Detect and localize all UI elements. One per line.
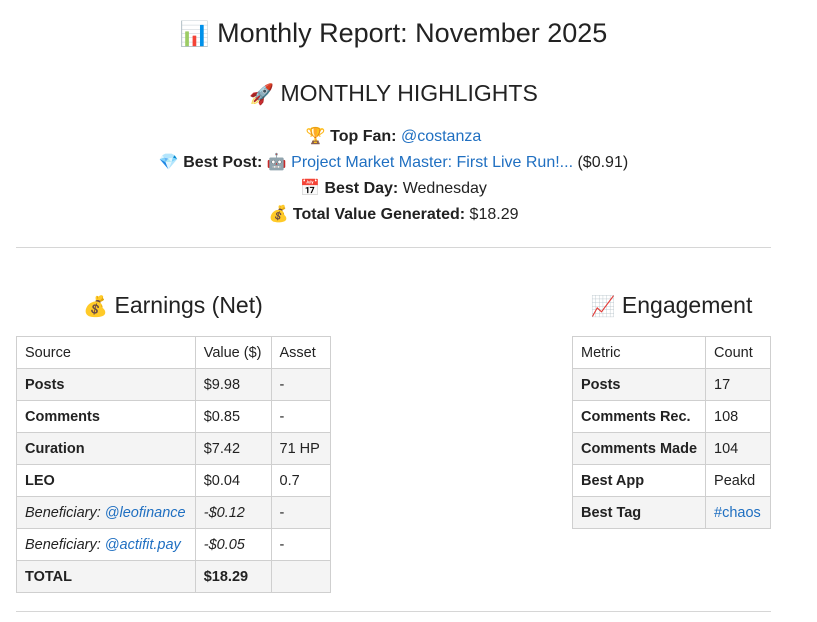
trend-up-icon: 📈 — [590, 294, 616, 318]
beneficiary-prefix: Beneficiary: — [25, 504, 105, 521]
metric-cell: Best Tag — [571, 496, 707, 529]
value-cell: $18.29 — [194, 560, 272, 593]
table-row-total: TOTAL $18.29 — [16, 560, 331, 593]
best-tag-link[interactable]: #chaos — [714, 504, 761, 521]
count-cell: 108 — [705, 400, 771, 433]
asset-cell: - — [270, 368, 331, 401]
divider-top — [16, 247, 771, 248]
beneficiary-link[interactable]: @leofinance — [104, 504, 186, 521]
metric-cell: Comments Rec. — [571, 400, 707, 433]
bar-chart-icon: 📊 — [179, 20, 210, 48]
earnings-title-text: Earnings (Net) — [114, 292, 263, 318]
count-cell: #chaos — [705, 496, 771, 529]
value-cell: $0.85 — [194, 400, 272, 433]
money-bag-icon: 💰 — [268, 204, 289, 223]
engagement-table: Metric Count Posts 17 Comments Rec. 108 … — [571, 336, 771, 529]
table-row: Comments Rec. 108 — [571, 400, 771, 433]
value-cell: -$0.05 — [194, 528, 272, 561]
source-cell: Posts — [16, 368, 196, 401]
top-fan-label: Top Fan: — [330, 128, 397, 145]
table-row: Posts 17 — [571, 368, 771, 401]
best-day-value: Wednesday — [402, 180, 487, 197]
best-post-link[interactable]: Project Market Master: First Live Run!..… — [291, 154, 574, 171]
value-cell: -$0.12 — [194, 496, 272, 529]
money-bag-icon: 💰 — [83, 294, 109, 318]
table-row: Best Tag #chaos — [571, 496, 771, 529]
table-row: Posts $9.98 - — [16, 368, 331, 401]
page-title-text: Monthly Report: November 2025 — [217, 18, 608, 48]
column-header: Source — [16, 336, 196, 369]
table-row: Best App Peakd — [571, 464, 771, 497]
earnings-header-row: Source Value ($) Asset — [16, 336, 331, 369]
gem-icon: 💎 — [158, 152, 179, 171]
highlights-heading-text: MONTHLY HIGHLIGHTS — [280, 80, 538, 106]
table-row: Beneficiary: @leofinance -$0.12 - — [16, 496, 331, 529]
earnings-table: Source Value ($) Asset Posts $9.98 - Com… — [16, 336, 331, 593]
table-row: LEO $0.04 0.7 — [16, 464, 331, 497]
source-cell: Curation — [16, 432, 196, 465]
count-cell: 17 — [705, 368, 771, 401]
metric-cell: Posts — [571, 368, 707, 401]
highlights-heading: 🚀 MONTHLY HIGHLIGHTS — [0, 80, 787, 107]
asset-cell: - — [270, 528, 331, 561]
beneficiary-prefix: Beneficiary: — [25, 536, 105, 553]
best-post-label: Best Post: — [183, 154, 263, 171]
table-row: Curation $7.42 71 HP — [16, 432, 331, 465]
table-row: Comments Made 104 — [571, 432, 771, 465]
divider-bottom — [16, 611, 771, 612]
robot-icon: 🤖 — [266, 152, 287, 171]
asset-cell: - — [270, 496, 331, 529]
highlight-total-value: 💰 Total Value Generated: $18.29 — [0, 204, 787, 224]
value-cell: $0.04 — [194, 464, 272, 497]
highlight-best-day: 📅 Best Day: Wednesday — [0, 178, 787, 198]
source-cell: TOTAL — [16, 560, 196, 593]
beneficiary-link[interactable]: @actifit.pay — [104, 536, 181, 553]
calendar-icon: 📅 — [300, 178, 320, 197]
engagement-title: 📈 Engagement — [572, 292, 771, 319]
best-day-label: Best Day: — [324, 180, 399, 197]
count-cell: 104 — [705, 432, 771, 465]
column-header: Count — [705, 336, 771, 369]
table-row: Comments $0.85 - — [16, 400, 331, 433]
value-cell: $7.42 — [194, 432, 272, 465]
asset-cell: 71 HP — [270, 432, 331, 465]
source-cell: Beneficiary: @leofinance — [16, 496, 196, 529]
metric-cell: Best App — [571, 464, 707, 497]
best-post-value: ($0.91) — [577, 154, 629, 171]
engagement-header-row: Metric Count — [571, 336, 771, 369]
source-cell: Beneficiary: @actifit.pay — [16, 528, 196, 561]
engagement-title-text: Engagement — [621, 292, 753, 318]
column-header: Asset — [270, 336, 331, 369]
trophy-icon: 🏆 — [305, 126, 326, 145]
rocket-icon: 🚀 — [249, 82, 275, 106]
count-cell: Peakd — [705, 464, 771, 497]
earnings-title: 💰 Earnings (Net) — [16, 292, 330, 319]
total-value-value: $18.29 — [469, 206, 519, 223]
value-cell: $9.98 — [194, 368, 272, 401]
table-row: Beneficiary: @actifit.pay -$0.05 - — [16, 528, 331, 561]
source-cell: Comments — [16, 400, 196, 433]
asset-cell — [270, 560, 331, 593]
asset-cell: 0.7 — [270, 464, 331, 497]
column-header: Value ($) — [194, 336, 272, 369]
total-value-label: Total Value Generated: — [292, 206, 466, 223]
page-title: 📊 Monthly Report: November 2025 — [0, 18, 787, 49]
asset-cell: - — [270, 400, 331, 433]
highlight-top-fan: 🏆 Top Fan: @costanza — [0, 126, 787, 146]
column-header: Metric — [571, 336, 707, 369]
top-fan-link[interactable]: @costanza — [400, 128, 482, 145]
source-cell: LEO — [16, 464, 196, 497]
metric-cell: Comments Made — [571, 432, 707, 465]
highlight-best-post: 💎 Best Post: 🤖 Project Market Master: Fi… — [0, 152, 787, 172]
